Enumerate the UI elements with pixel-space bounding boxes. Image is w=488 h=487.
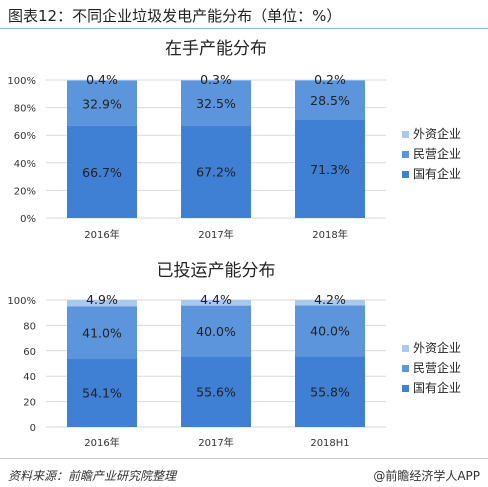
y-tick-label: 80%: [14, 104, 36, 115]
bar-segment: [67, 125, 137, 218]
brand-credit: @前瞻经济学人APP: [373, 469, 480, 483]
footer-divider: [0, 458, 488, 459]
legend-swatch: [402, 171, 409, 178]
bar-segment: [67, 80, 137, 81]
y-tick-label: 40%: [14, 159, 36, 170]
page-footer: 资料来源：前瞻产业研究院整理 @前瞻经济学人APP: [0, 458, 488, 487]
data-label: 55.6%: [196, 385, 236, 400]
y-tick-label: 100%: [7, 296, 36, 307]
page-title: 图表12：不同企业垃圾发电产能分布（单位：%）: [8, 7, 342, 25]
bar-segment: [181, 80, 251, 81]
bar-segment: [181, 80, 251, 126]
header-divider: [0, 28, 488, 29]
bar-segment: [295, 80, 365, 120]
data-label: 54.1%: [82, 386, 122, 401]
bar-segment: [295, 80, 365, 81]
data-label: 32.9%: [82, 96, 122, 111]
chart-title: 在手产能分布: [165, 39, 267, 59]
y-tick-label: 80: [23, 321, 36, 332]
legend-label: 民营企业: [413, 360, 461, 375]
data-label: 4.9%: [86, 292, 118, 307]
data-label: 28.5%: [310, 93, 350, 108]
y-tick-label: 0: [30, 423, 36, 434]
chart-svg: 在手产能分布 0% 20% 40% 60% 80% 100% 66.7% 32.9% 0.4% 20…: [7, 39, 461, 241]
bar-segment: [67, 80, 137, 126]
y-tick-label: 40: [23, 372, 36, 383]
bar-segment: [181, 356, 251, 427]
legend-label: 国有企业: [413, 380, 461, 395]
source-note: 资料来源：前瞻产业研究院整理: [8, 469, 177, 483]
data-label: 0.4%: [86, 72, 118, 87]
legend-label: 外资企业: [413, 340, 461, 355]
data-label: 4.2%: [314, 292, 346, 307]
bar-segment: [295, 119, 365, 218]
data-label: 0.3%: [200, 72, 232, 87]
y-tick-label: 60: [23, 347, 36, 358]
x-tick-label: 2016年: [84, 228, 119, 241]
y-tick-label: 20: [23, 398, 36, 409]
bar-segment: [67, 306, 137, 359]
data-label: 55.8%: [310, 385, 350, 400]
bar-segment: [181, 305, 251, 357]
x-tick-label: 2016年: [84, 436, 119, 449]
legend-swatch: [402, 385, 409, 392]
y-tick-label: 0%: [20, 214, 36, 225]
legend-label: 外资企业: [413, 126, 461, 141]
y-tick-label: 60%: [14, 131, 36, 142]
bar-segment: [295, 305, 365, 357]
x-tick-label: 2018H1: [310, 438, 349, 449]
x-tick-label: 2017年: [198, 436, 233, 449]
legend-swatch: [402, 151, 409, 158]
data-label: 67.2%: [196, 165, 236, 180]
data-label: 40.0%: [196, 324, 236, 339]
legend-swatch: [402, 365, 409, 372]
legend-swatch: [402, 131, 409, 138]
bar-segment: [67, 300, 137, 307]
data-label: 66.7%: [82, 165, 122, 180]
bar-segment: [181, 125, 251, 218]
data-label: 41.0%: [82, 325, 122, 340]
y-tick-label: 20%: [14, 186, 36, 197]
data-label: 4.4%: [200, 292, 232, 307]
chart-holding-capacity: 在手产能分布 0% 20% 40% 60% 80% 100% 66.7% 32.9% 0.4% 20…: [0, 30, 488, 250]
data-label: 0.2%: [314, 72, 346, 87]
data-label: 71.3%: [310, 162, 350, 177]
data-label: 40.0%: [310, 324, 350, 339]
bar-segment: [295, 300, 365, 306]
x-tick-label: 2017年: [198, 228, 233, 241]
chart-operating-capacity: 已投运产能分布 0 20 40 60 80 100% 54.1% 41.0% 4.9% 2016年 5…: [0, 252, 488, 457]
x-tick-label: 2018年: [312, 228, 347, 241]
bar-segment: [181, 300, 251, 306]
y-tick-label: 100%: [7, 76, 36, 87]
data-label: 32.5%: [196, 96, 236, 111]
bar-segment: [295, 356, 365, 427]
legend-label: 民营企业: [413, 146, 461, 161]
legend-swatch: [402, 345, 409, 352]
chart-title: 已投运产能分布: [157, 261, 276, 281]
bar-segment: [67, 358, 137, 427]
chart-svg: 已投运产能分布 0 20 40 60 80 100% 54.1% 41.0% 4.9% 2016年 5…: [7, 261, 461, 449]
legend-label: 国有企业: [413, 166, 461, 181]
page-header: 图表12：不同企业垃圾发电产能分布（单位：%）: [0, 0, 488, 30]
